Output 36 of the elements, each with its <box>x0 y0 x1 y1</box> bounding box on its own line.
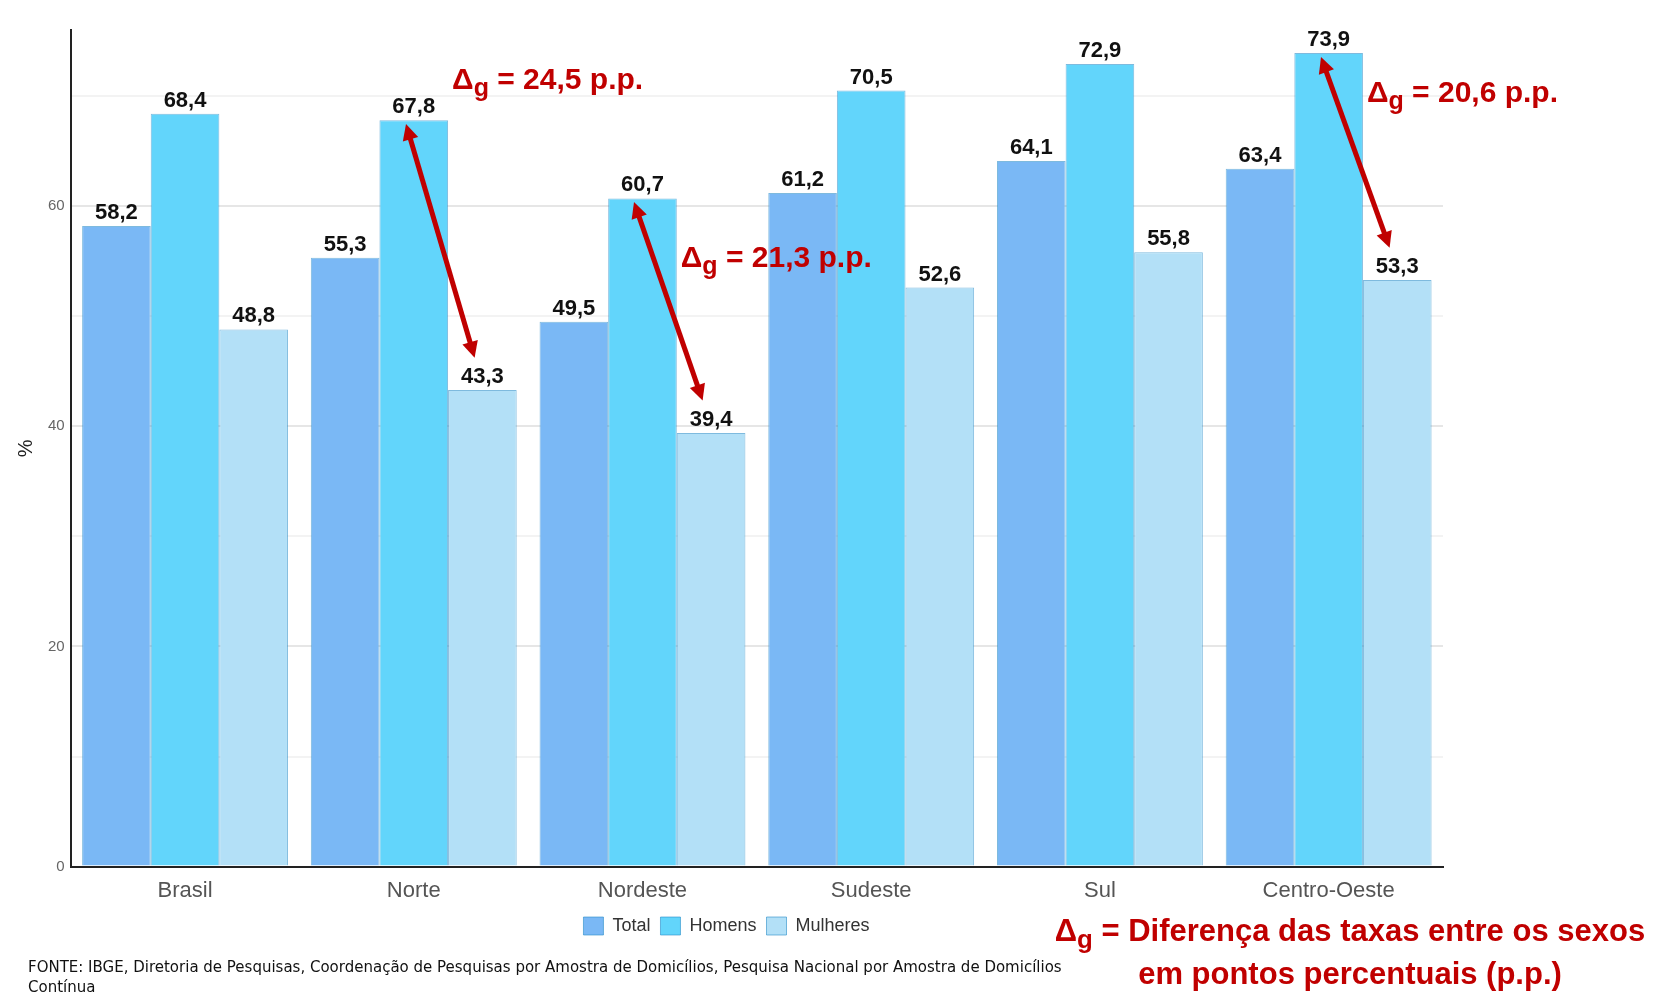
legend-label: Total <box>612 914 651 935</box>
data-label: 64,1 <box>1009 134 1053 160</box>
data-label: 55,8 <box>1147 225 1190 251</box>
data-label: 55,3 <box>323 230 367 256</box>
data-label: 63,4 <box>1238 141 1283 167</box>
y-tick-label: 40 <box>48 416 65 434</box>
x-tick-label: Sul <box>1084 876 1116 902</box>
annotation: Δ$_{g}$ = 21,3 p.p. <box>680 240 872 280</box>
data-label: 67,8 <box>392 93 436 119</box>
data-label: 39,4 <box>689 405 734 431</box>
data-label: 43,3 <box>460 363 504 389</box>
data-label: 72,9 <box>1078 37 1122 63</box>
y-tick-label: 20 <box>48 636 65 654</box>
data-label: 60,7 <box>621 171 664 197</box>
data-label: 48,8 <box>232 302 276 328</box>
data-label: 49,5 <box>552 294 596 320</box>
annotation: Δ$_{g}$ = 20,6 p.p. <box>1366 75 1559 115</box>
data-label: 68,4 <box>163 86 208 112</box>
data-label: 52,6 <box>918 260 962 286</box>
y-axis-title: % <box>13 439 36 458</box>
x-tick-label: Norte <box>386 876 441 902</box>
x-tick-label: Nordeste <box>597 876 688 902</box>
data-label: 53,3 <box>1375 252 1419 278</box>
legend-label: Mulheres <box>795 914 870 935</box>
x-tick-label: Brasil <box>157 876 213 902</box>
data-label: 61,2 <box>781 165 824 191</box>
y-tick-label: 60 <box>48 196 65 214</box>
legend-label: Homens <box>689 914 757 935</box>
source-note: FONTE: IBGE, Diretoria de Pesquisas, Coordenação de Pesquisas por Amostra de Domicílios, Pesquisa Nacional por Amostra de Domicílios Contínua <box>28 958 1063 997</box>
data-label: 73,9 <box>1307 26 1351 52</box>
x-tick-label: Centro-Oeste <box>1262 876 1395 902</box>
data-label: 58,2 <box>95 199 138 224</box>
data-label: 70,5 <box>849 63 893 89</box>
annotation: Δ$_{g}$ = 24,5 p.p. <box>452 62 644 102</box>
x-tick-label: Sudeste <box>830 876 912 902</box>
y-tick-label: 0 <box>56 856 65 874</box>
